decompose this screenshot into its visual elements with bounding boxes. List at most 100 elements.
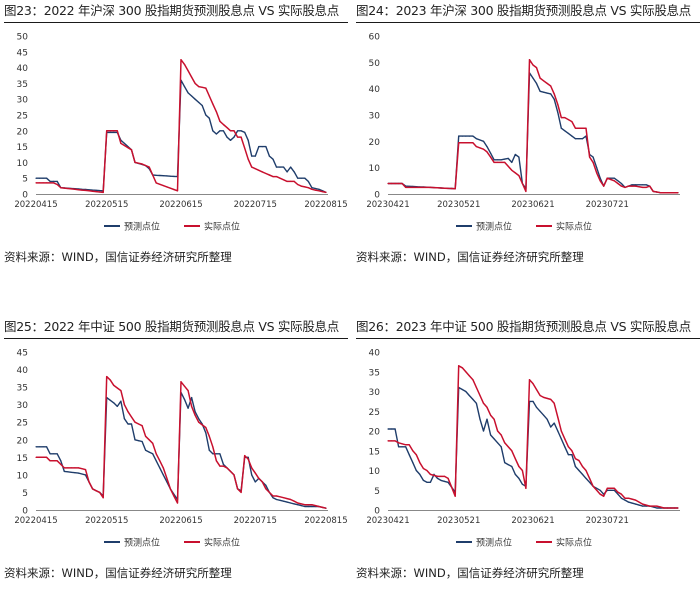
y-tick-label: 35 xyxy=(17,80,28,90)
data-point xyxy=(603,185,605,187)
data-point xyxy=(148,439,150,441)
y-tick-label: 40 xyxy=(17,64,29,74)
y-tick-label: 40 xyxy=(369,85,381,95)
data-point xyxy=(511,450,513,452)
data-point xyxy=(610,487,612,489)
data-point xyxy=(642,505,644,507)
data-point xyxy=(497,442,499,444)
data-point xyxy=(458,365,460,367)
data-point xyxy=(518,175,520,177)
data-point xyxy=(553,402,555,404)
data-point xyxy=(222,463,224,465)
data-point xyxy=(279,177,281,179)
data-point xyxy=(183,398,186,400)
data-point xyxy=(297,504,299,506)
data-point xyxy=(254,155,256,157)
data-point xyxy=(596,487,598,489)
y-tick-label: 30 xyxy=(369,112,381,122)
data-point xyxy=(247,158,249,160)
y-tick-label: 10 xyxy=(17,471,29,481)
data-point xyxy=(42,182,44,184)
data-point xyxy=(290,502,292,504)
data-point xyxy=(511,161,513,163)
data-point xyxy=(304,505,306,508)
data-point xyxy=(578,469,580,472)
data-point xyxy=(454,188,456,190)
data-point xyxy=(152,174,154,176)
data-point xyxy=(553,422,555,424)
data-point xyxy=(444,475,446,477)
data-point xyxy=(183,63,186,65)
data-point xyxy=(297,502,299,504)
data-point xyxy=(321,506,324,508)
data-point xyxy=(127,411,129,413)
data-point xyxy=(468,142,470,144)
data-point xyxy=(208,435,210,437)
data-point xyxy=(642,503,644,505)
data-point xyxy=(493,161,495,163)
data-point xyxy=(408,444,410,446)
data-point xyxy=(539,77,541,79)
x-tick-label: 20220815 xyxy=(304,516,347,526)
data-point xyxy=(592,485,594,487)
data-point xyxy=(659,506,661,508)
x-tick-label: 20230421 xyxy=(366,516,409,526)
data-point xyxy=(560,117,562,119)
data-point xyxy=(81,473,83,475)
y-tick-label: 30 xyxy=(17,401,29,411)
data-point xyxy=(493,418,495,420)
data-point xyxy=(606,487,608,489)
data-point xyxy=(468,375,470,377)
data-point xyxy=(226,467,228,469)
y-tick-label: 45 xyxy=(17,349,28,359)
data-point xyxy=(426,469,428,472)
data-point xyxy=(401,182,403,185)
data-point xyxy=(307,187,309,189)
data-point xyxy=(127,423,129,425)
data-point xyxy=(152,453,154,455)
data-point xyxy=(145,449,147,451)
data-point xyxy=(514,153,516,156)
data-point xyxy=(311,504,313,506)
data-point xyxy=(102,191,104,193)
data-point xyxy=(145,165,147,167)
data-point xyxy=(652,505,654,507)
data-point xyxy=(194,414,196,416)
data-point xyxy=(237,136,239,138)
data-point xyxy=(286,501,288,503)
data-point xyxy=(461,135,463,137)
data-point xyxy=(53,182,55,184)
data-point xyxy=(557,430,559,432)
data-point xyxy=(74,188,76,190)
data-point xyxy=(251,166,253,168)
data-point xyxy=(472,398,474,400)
data-point xyxy=(433,474,435,476)
x-tick-label: 20220715 xyxy=(234,516,277,526)
data-point xyxy=(166,175,168,177)
data-point xyxy=(46,177,48,179)
data-point xyxy=(275,498,278,501)
data-point xyxy=(240,130,242,132)
x-tick-label: 20220415 xyxy=(14,516,57,526)
data-point xyxy=(42,446,44,448)
data-point xyxy=(35,456,37,458)
y-tick-label: 10 xyxy=(369,164,381,174)
data-point xyxy=(638,501,640,503)
data-point xyxy=(201,86,203,88)
data-point xyxy=(436,475,439,477)
y-tick-label: 50 xyxy=(369,59,381,69)
data-point xyxy=(70,467,72,469)
data-point xyxy=(398,182,400,185)
data-point xyxy=(275,166,278,168)
data-point xyxy=(130,416,133,418)
data-point xyxy=(283,497,285,499)
data-point xyxy=(461,388,463,391)
data-point xyxy=(405,186,407,188)
series-line-forecast xyxy=(36,79,327,194)
data-point xyxy=(479,394,481,397)
data-point xyxy=(155,174,157,176)
data-point xyxy=(444,187,446,189)
data-point xyxy=(258,169,260,171)
data-point xyxy=(635,185,637,187)
data-point xyxy=(42,177,44,179)
